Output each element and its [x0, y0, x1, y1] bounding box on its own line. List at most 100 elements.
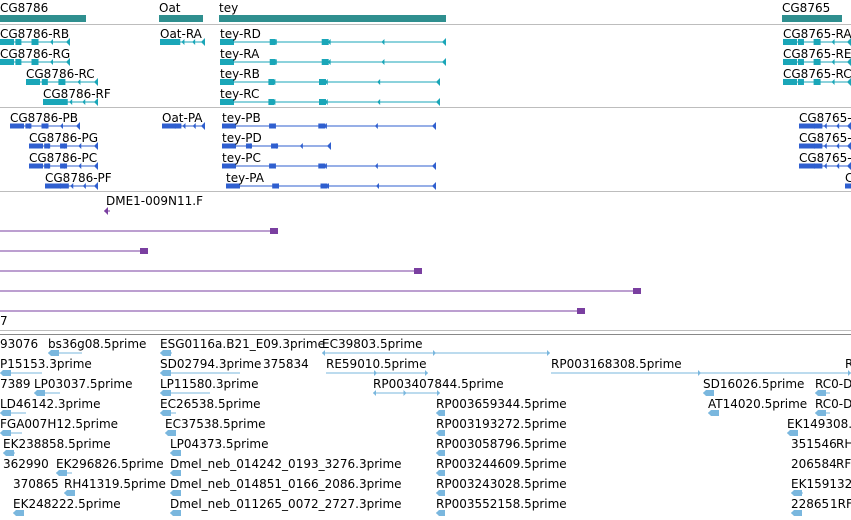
cdna-label[interactable]: RF: [836, 457, 851, 471]
cdna-label[interactable]: 362990: [3, 457, 49, 471]
strand-arrow: [82, 99, 86, 105]
cdna-label[interactable]: EK296826.5prime: [56, 457, 164, 471]
cdna-label[interactable]: SD02794.3prime: [160, 357, 262, 371]
protein-transcript-label[interactable]: CG8765-: [799, 111, 851, 125]
strand-arrow: [815, 39, 819, 45]
rna-transcript-label[interactable]: CG8765-RC: [783, 67, 851, 81]
cdna-label[interactable]: LD46142.3prime: [0, 397, 101, 411]
strand-arrow: [377, 99, 381, 105]
cdna-label[interactable]: 7389: [0, 377, 31, 391]
protein-transcript-label[interactable]: CG8786-PC: [29, 151, 98, 165]
strand-arrow: [547, 350, 550, 356]
rna-transcript-exon: [783, 39, 797, 45]
strand-arrow: [66, 38, 70, 46]
cdna-label[interactable]: AT14020.5prime: [708, 397, 808, 411]
protein-transcript-label[interactable]: CG8786-PG: [29, 131, 99, 145]
cdna-label[interactable]: bs36g08.5prime: [48, 337, 147, 351]
cdna-label[interactable]: EC39803.5prime: [322, 337, 423, 351]
cdna-label[interactable]: EK248222.5prime: [13, 497, 121, 511]
gene-label[interactable]: CG8765: [782, 1, 831, 15]
protein-transcript-label[interactable]: Oat-PA: [162, 111, 203, 125]
strand-arrow: [16, 59, 20, 65]
cdna-label[interactable]: LP04373.5prime: [170, 437, 269, 451]
cdna-label[interactable]: RP003659344.5prime: [436, 397, 567, 411]
cdna-label[interactable]: RP003058796.5prime: [436, 437, 567, 451]
rna-transcript-label[interactable]: CG8786-RF: [43, 87, 111, 101]
cdna-label[interactable]: EC26538.5prime: [160, 397, 261, 411]
cdna-label[interactable]: Dmel_neb_011265_0072_2727.3prime: [170, 497, 402, 511]
gene-label[interactable]: tey: [219, 1, 239, 15]
cdna-label[interactable]: 375834: [263, 357, 309, 371]
cdna-label[interactable]: FGA007H12.5prime: [0, 417, 119, 431]
cdna-label[interactable]: EC37538.5prime: [165, 417, 266, 431]
protein-transcript-label[interactable]: tey-PB: [222, 111, 261, 125]
cdna-label[interactable]: RP003193272.5prime: [436, 417, 567, 431]
protein-transcript-label[interactable]: tey-PC: [222, 151, 261, 165]
cdna-label[interactable]: 1RF: [830, 497, 851, 511]
strand-arrow: [247, 143, 251, 149]
cdna-label[interactable]: RC0-D: [815, 397, 851, 411]
rna-transcript-label[interactable]: CG8765-RA: [783, 27, 851, 41]
strand-arrow: [45, 143, 49, 149]
rna-transcript-label[interactable]: tey-RA: [220, 47, 260, 61]
cdna-label[interactable]: Dmel_neb_014242_0193_3276.3prime: [170, 457, 402, 471]
rna-transcript-label[interactable]: CG8765-RE: [783, 47, 851, 61]
protein-transcript-label[interactable]: tey-PA: [226, 171, 264, 185]
protein-transcript-exon: [845, 183, 851, 189]
strand-arrow: [170, 470, 173, 476]
cdna-label[interactable]: P15153.3prime: [0, 357, 92, 371]
cdna-label[interactable]: 22865: [791, 497, 830, 511]
gene-label[interactable]: CG8786: [0, 1, 49, 15]
cdna-block: [173, 490, 181, 496]
rna-transcript-exon: [160, 39, 181, 45]
cdna-label[interactable]: 351546: [791, 437, 837, 451]
strand-arrow: [0, 410, 3, 416]
rna-transcript-label[interactable]: Oat-RA: [160, 27, 202, 41]
rna-transcript-label[interactable]: tey-RD: [220, 27, 261, 41]
cdna-label[interactable]: RP003407844.5prime: [373, 377, 504, 391]
protein-transcript-label[interactable]: C: [845, 171, 851, 185]
rna-transcript-label[interactable]: tey-RB: [220, 67, 260, 81]
protein-transcript-label[interactable]: tey-PD: [222, 131, 262, 145]
protein-transcript-label[interactable]: CG8786-PF: [45, 171, 112, 185]
strand-arrow: [799, 39, 803, 45]
est-label[interactable]: DME1-009N11.F: [106, 194, 204, 208]
protein-transcript-label[interactable]: CG8765-: [799, 151, 851, 165]
protein-transcript-label[interactable]: CG8786-PB: [10, 111, 79, 125]
cdna-label[interactable]: RP003244609.5prime: [436, 457, 567, 471]
strand-arrow: [327, 59, 331, 65]
cdna-label[interactable]: EK238858.5prime: [3, 437, 111, 451]
cdna-label[interactable]: RE59010.5prime: [326, 357, 427, 371]
cdna-label[interactable]: R: [845, 357, 851, 371]
protein-transcript-label[interactable]: CG8765-: [799, 131, 851, 145]
cdna-block: [16, 510, 24, 516]
cdna-label[interactable]: LP03037.5prime: [34, 377, 133, 391]
cdna-label[interactable]: RP003168308.5prime: [551, 357, 682, 371]
rna-transcript-exon: [321, 59, 329, 65]
cdna-label[interactable]: Dmel_neb_014851_0166_2086.3prime: [170, 477, 402, 491]
rna-transcript-label[interactable]: tey-RC: [220, 87, 260, 101]
cdna-label[interactable]: RH41319.5prime: [64, 477, 166, 491]
rna-transcript-label[interactable]: CG8786-RG: [0, 47, 71, 61]
cdna-label[interactable]: 93076: [0, 337, 39, 351]
strand-arrow: [433, 350, 436, 356]
cdna-label[interactable]: RC0-D: [815, 377, 851, 391]
cdna-label[interactable]: LP11580.3prime: [160, 377, 259, 391]
cdna-label[interactable]: RP003552158.5prime: [436, 497, 567, 511]
cdna-label[interactable]: EK159132: [791, 477, 851, 491]
rna-transcript-label[interactable]: CG8786-RB: [0, 27, 70, 41]
cdna-label[interactable]: RP003243028.5prime: [436, 477, 567, 491]
cdna-block: [173, 450, 181, 456]
cdna-label[interactable]: EK149308.: [787, 417, 851, 431]
protein-transcript-exon: [29, 163, 43, 169]
cdna-label[interactable]: RH: [836, 437, 851, 451]
cdna-label[interactable]: ESG0116a.B21_E09.3prime: [160, 337, 325, 351]
cdna-label[interactable]: 370865: [13, 477, 59, 491]
strand-arrow: [94, 142, 98, 150]
rna-transcript-label[interactable]: CG8786-RC: [26, 67, 95, 81]
strand-arrow: [436, 470, 439, 476]
gene-label[interactable]: Oat: [159, 1, 181, 15]
cdna-label[interactable]: SD16026.5prime: [703, 377, 805, 391]
cdna-label[interactable]: 206584: [791, 457, 837, 471]
